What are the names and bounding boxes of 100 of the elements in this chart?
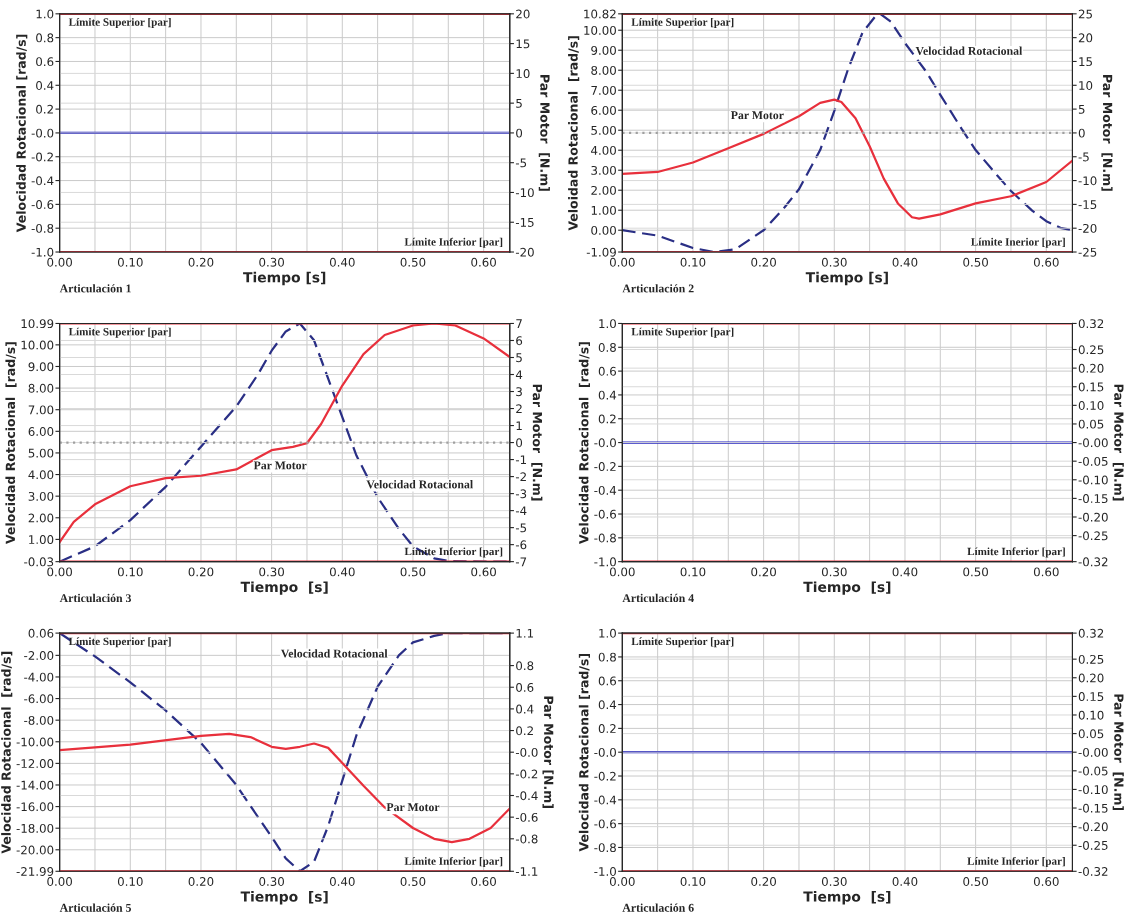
y-tick-label: -0.6 <box>31 200 54 210</box>
x-tick-label: 0.60 <box>471 877 496 886</box>
x-tick-label: 0.00 <box>609 257 635 267</box>
annotation: Velocidad Rotacional <box>280 649 388 658</box>
x-tick-label: 0.00 <box>609 567 635 577</box>
y-tick-label: -8.00 <box>24 715 54 725</box>
y-tick-label: 0.2 <box>598 724 616 734</box>
x-tick-label: 0.30 <box>821 257 847 267</box>
y-tick-label: 0.4 <box>598 700 617 710</box>
x-tick-label: 0.10 <box>680 877 706 886</box>
y2-tick-label: -0.05 <box>1078 456 1108 466</box>
y-tick-label: 3.00 <box>591 165 616 175</box>
y2-tick-label: -0.20 <box>1078 512 1108 522</box>
y-tick-label: -16.00 <box>16 802 54 812</box>
y2-tick-label: 0.05 <box>1078 419 1104 429</box>
y2-tick-label: 0.25 <box>1078 654 1104 664</box>
y2-axis-title: Par Motor [N.m] <box>1112 384 1124 501</box>
ref-line-label: Límite Inferior [par] <box>404 237 503 248</box>
y2-tick-label: 0 <box>516 128 523 138</box>
x-tick-label: 0.20 <box>188 567 214 577</box>
y2-tick-label: -0.20 <box>1078 822 1108 832</box>
y-tick-label: 7.00 <box>591 85 616 95</box>
text: Articulación 1 <box>59 284 131 293</box>
y2-tick-label: -15 <box>1078 200 1097 210</box>
y-tick-label: 10.99 <box>21 319 54 329</box>
y-tick-label: 1.00 <box>591 205 616 215</box>
ref-line-label: Límite Superior [par] <box>68 327 171 338</box>
y2-tick-label: 3 <box>516 387 522 397</box>
ref-line-label: Límite Inferior [par] <box>404 856 503 868</box>
y2-tick-label: 5 <box>516 99 522 108</box>
y2-tick-label: 20 <box>516 9 530 19</box>
x-tick-label: 0.60 <box>1033 567 1059 577</box>
x-tick-label: 0.60 <box>1033 877 1059 886</box>
y2-axis-title: Par Motor [N.m] <box>531 384 543 501</box>
y-tick-label: -21.99 <box>16 867 54 876</box>
y-tick-label: 7.00 <box>28 405 54 415</box>
x-tick-label: 0.20 <box>188 877 214 886</box>
y2-tick-label: -0.25 <box>1078 840 1108 850</box>
y2-tick-label: 7 <box>516 319 522 328</box>
y2-tick-label: 0.15 <box>1078 692 1104 702</box>
y2-tick-label: 0.10 <box>1078 401 1104 410</box>
x-tick-label: 0.20 <box>188 257 214 267</box>
y2-tick-label: -15 <box>515 218 534 227</box>
y2-tick-label: 0.32 <box>1078 319 1104 329</box>
y-tick-label: -20.00 <box>16 845 54 855</box>
y-tick-label: -10.00 <box>16 737 54 747</box>
x-tick-label: 0.00 <box>47 877 72 886</box>
y-tick-label: 0.8 <box>598 652 616 662</box>
y2-tick-label: -1.1 <box>515 867 538 876</box>
y-tick-label: -1.0 <box>594 557 616 567</box>
y2-tick-label: -6 <box>515 540 527 550</box>
y-tick-label: 10.00 <box>21 340 54 350</box>
y2-tick-label: 5 <box>516 353 522 363</box>
x-tick-label: 0.60 <box>1033 257 1059 267</box>
y-tick-label: -1.0 <box>31 247 54 257</box>
x-tick-label: 0.30 <box>259 877 284 886</box>
y2-tick-label: -4 <box>515 506 527 516</box>
y-tick-label: 4.00 <box>28 470 54 480</box>
y2-tick-label: 1.1 <box>516 628 534 638</box>
y-tick-label: -0.0 <box>31 128 54 138</box>
y2-axis-title: Par Motor [N.m] <box>1101 75 1113 191</box>
y2-tick-label: -0.00 <box>1078 438 1108 448</box>
y2-tick-label: -0.8 <box>515 834 538 844</box>
y2-tick-label: -25 <box>1078 247 1097 257</box>
x-tick-label: 0.10 <box>680 567 706 577</box>
y2-tick-label: -0.0 <box>515 747 538 757</box>
y-tick-label: 5.00 <box>591 125 616 135</box>
y-tick-label: 2.00 <box>591 185 616 195</box>
x-tick-label: 0.40 <box>329 877 355 886</box>
y2-tick-label: -20 <box>1078 223 1097 233</box>
y2-tick-label: -0.2 <box>515 769 538 779</box>
annotation: Par Motor <box>730 111 784 120</box>
y-tick-label: 2.00 <box>28 513 54 523</box>
y2-tick-label: 20 <box>1078 33 1093 43</box>
y2-tick-label: -0.10 <box>1078 785 1108 795</box>
ref-line-label: Límite Superior [par] <box>631 18 734 29</box>
x-tick-label: 0.50 <box>963 567 988 577</box>
y2-tick-label: -7 <box>515 557 527 567</box>
y-tick-label: 9.00 <box>591 45 616 55</box>
x-tick-label: 0.20 <box>751 257 776 267</box>
y-tick-label: 3.00 <box>28 491 54 501</box>
y2-tick-label: -5 <box>515 523 527 533</box>
y-tick-label: 1.0 <box>36 9 54 19</box>
x-tick-label: 0.50 <box>963 877 988 886</box>
x-tick-label: 0.60 <box>471 257 496 267</box>
y-tick-label: 6.00 <box>28 427 54 436</box>
y-axis-title: Velocidad Rotacional [rad/s] <box>578 342 590 544</box>
x-tick-label: 0.10 <box>680 257 706 267</box>
x-tick-label: 0.10 <box>117 877 143 886</box>
y2-tick-label: -0.4 <box>515 791 538 801</box>
x-tick-label: 0.00 <box>609 877 635 886</box>
y-tick-label: 1.00 <box>29 535 54 545</box>
y-axis-title: Velocidad Rotacional [rad/s] <box>1 651 13 854</box>
y2-tick-label: 1 <box>516 421 522 431</box>
y2-tick-label: 15 <box>516 39 530 49</box>
y-tick-label: -0.4 <box>31 176 54 186</box>
y-tick-label: 8.00 <box>28 383 54 393</box>
x-tick-label: 0.30 <box>821 567 847 577</box>
y2-tick-label: 0.25 <box>1078 345 1104 355</box>
x-axis-title: Tiempo [s] <box>803 581 891 595</box>
